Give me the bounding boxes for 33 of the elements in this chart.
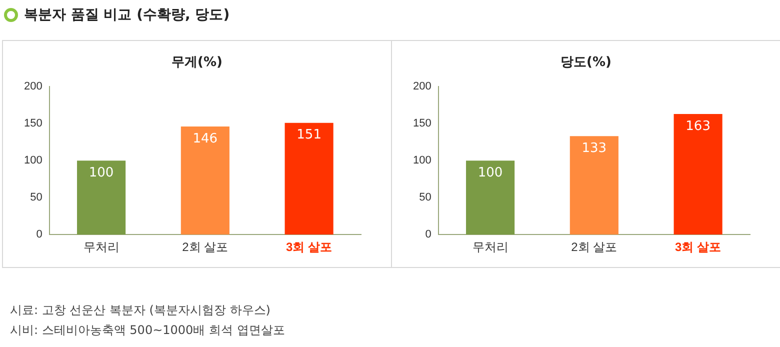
data-label: 100	[88, 165, 114, 180]
data-label: 133	[582, 141, 607, 156]
y-tick-label: 50	[419, 192, 432, 204]
x-tick-label: 무처리	[472, 240, 508, 254]
y-tick-label: 150	[412, 118, 432, 130]
y-tick-label: 150	[24, 118, 42, 130]
y-tick-label: 200	[24, 80, 42, 93]
chart-title: 당도(%)	[560, 54, 612, 71]
y-tick-label: 100	[412, 154, 432, 167]
data-label: 100	[478, 165, 503, 180]
y-tick-label: 0	[36, 228, 42, 241]
bar	[674, 114, 722, 235]
bar	[466, 160, 515, 235]
x-tick-label: 3회 살포	[675, 240, 722, 254]
bar	[180, 126, 230, 235]
text: 시료: 고창 선운산 복분자 (복분자시험장 하우스)	[10, 302, 272, 319]
y-tick-label: 200	[412, 80, 432, 93]
x-tick-label: 2회 살포	[182, 240, 228, 254]
y-tick-label: 50	[30, 192, 42, 204]
text: 복분자 품질 비교 (수확량, 당도)	[24, 6, 230, 24]
x-tick-label: 무처리	[83, 240, 120, 254]
data-label: 146	[192, 131, 218, 146]
x-tick-label: 2회 살포	[571, 240, 618, 254]
bar	[284, 122, 334, 235]
chart-title: 무게(%)	[170, 54, 224, 71]
data-label: 163	[686, 118, 710, 134]
x-tick-label: 3회 살포	[286, 240, 332, 254]
data-label: 151	[296, 128, 322, 143]
bar	[570, 136, 618, 235]
text: 시비: 스테비아농축액 500~1000배 희석 엽면살포	[10, 322, 285, 339]
y-tick-label: 0	[425, 228, 432, 241]
y-tick-label: 100	[24, 154, 42, 167]
bar	[77, 160, 126, 235]
